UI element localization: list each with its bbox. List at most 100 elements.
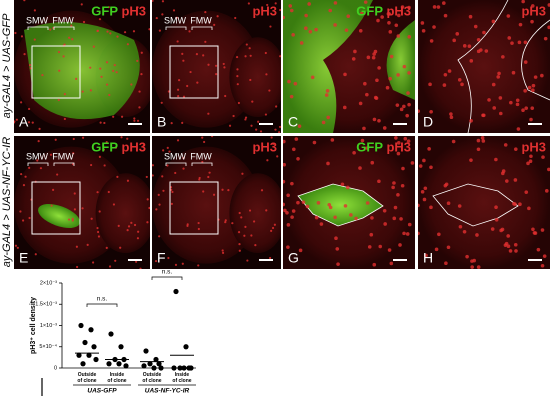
ph3-cell — [393, 205, 398, 210]
ph3-cell — [105, 246, 108, 249]
ph3-cell — [204, 40, 207, 43]
channel-label: pH3 — [521, 139, 546, 154]
ph3-cell — [71, 219, 74, 222]
ph3-cell — [116, 175, 119, 178]
ph3-cell — [377, 179, 381, 184]
ph3-cell — [392, 181, 396, 185]
ph3-cell — [138, 106, 141, 109]
ph3-cell — [498, 96, 503, 100]
ph3-cell — [292, 147, 296, 152]
ph3-cell — [248, 47, 251, 50]
region-label: SMW — [164, 15, 187, 25]
ph3-cell — [105, 140, 108, 144]
panel-image — [418, 0, 550, 133]
ph3-cell — [494, 157, 498, 162]
region-label: FMW — [190, 15, 212, 25]
ph3-cell — [343, 204, 348, 208]
region-bracket — [53, 162, 75, 166]
ph3-cell — [135, 260, 138, 263]
ph3-cell — [236, 74, 239, 78]
ph3-cell — [455, 32, 460, 36]
data-point — [171, 365, 177, 371]
ph3-cell — [20, 173, 23, 176]
ph3-cell — [536, 247, 541, 252]
scale-bar — [128, 259, 142, 261]
ph3-cell — [283, 15, 285, 20]
ph3-cell — [407, 35, 412, 39]
ph3-cell — [162, 149, 165, 152]
ph3-cell — [161, 13, 164, 16]
ph3-cell — [360, 138, 365, 143]
channel-label: pH3 — [386, 139, 411, 154]
ph3-cell — [273, 223, 276, 226]
ph3-cell — [186, 84, 189, 88]
ph3-cell — [237, 231, 241, 234]
ph3-cell — [216, 15, 219, 18]
ph3-cell — [170, 188, 173, 192]
ph3-cell — [469, 118, 473, 123]
ph3-cell — [244, 55, 247, 58]
ph3-cell — [259, 130, 263, 133]
ph3-cell — [249, 54, 252, 57]
ph3-cell — [437, 232, 441, 237]
wing-disc — [229, 37, 281, 118]
ph3-cell — [14, 120, 16, 123]
inset-box — [169, 45, 219, 99]
ph3-cell — [405, 113, 409, 118]
ph3-cell — [327, 202, 332, 207]
ph3-cell — [245, 43, 248, 46]
ph3-cell — [468, 14, 473, 19]
ph3-cell — [279, 8, 281, 12]
ph3-cell — [33, 38, 36, 41]
ph3-cell — [208, 20, 211, 24]
ph3-cell — [90, 163, 93, 167]
ph3-cell — [168, 150, 171, 153]
ph3-cell — [499, 228, 503, 233]
ph3-cell — [132, 30, 136, 33]
ph3-cell — [112, 203, 116, 206]
ph3-cell — [324, 93, 329, 97]
ph3-cell — [418, 231, 420, 236]
ph3-cell — [365, 201, 370, 205]
region-bracket — [191, 26, 213, 30]
ph3-cell — [366, 55, 371, 60]
ph3-cell — [429, 109, 433, 114]
ph3-cell — [491, 82, 496, 87]
ph3-cell — [369, 232, 374, 237]
ph3-cell — [296, 200, 300, 205]
ph3-cell — [304, 13, 308, 18]
ph3-cell — [515, 98, 520, 103]
data-point — [88, 327, 94, 333]
ph3-cell — [89, 89, 92, 92]
ph3-cell — [247, 2, 250, 5]
inset-box — [31, 45, 81, 99]
ph3-cell — [321, 120, 326, 125]
ph3-cell — [244, 118, 247, 121]
ph3-cell — [328, 8, 333, 13]
ph3-cell — [98, 18, 102, 21]
ph3-cell — [286, 193, 290, 198]
ph3-cell — [278, 125, 281, 129]
category-label-line: Outside — [78, 372, 97, 378]
ph3-cell — [402, 104, 406, 109]
ph3-cell — [434, 247, 439, 252]
ph3-cell — [237, 101, 241, 105]
ph3-cell — [509, 100, 513, 105]
category-label-line: of clone — [142, 378, 161, 384]
ph3-cell — [470, 265, 474, 269]
tissue — [418, 0, 550, 133]
category-label-line: Outside — [143, 372, 162, 378]
ph3-cell — [501, 55, 505, 59]
ph3-cell — [236, 83, 239, 86]
ph3-cell — [21, 219, 25, 222]
ph3-cell — [207, 112, 210, 115]
panel-letter: F — [157, 250, 166, 266]
wing-disc — [229, 173, 281, 254]
clone-outline — [432, 183, 519, 227]
ph3-cell — [314, 27, 318, 32]
data-point — [82, 339, 88, 346]
ph3-cell — [266, 3, 269, 7]
ph3-cell — [103, 164, 106, 167]
ph3-cell — [112, 115, 115, 118]
ph3-cell — [264, 113, 268, 116]
